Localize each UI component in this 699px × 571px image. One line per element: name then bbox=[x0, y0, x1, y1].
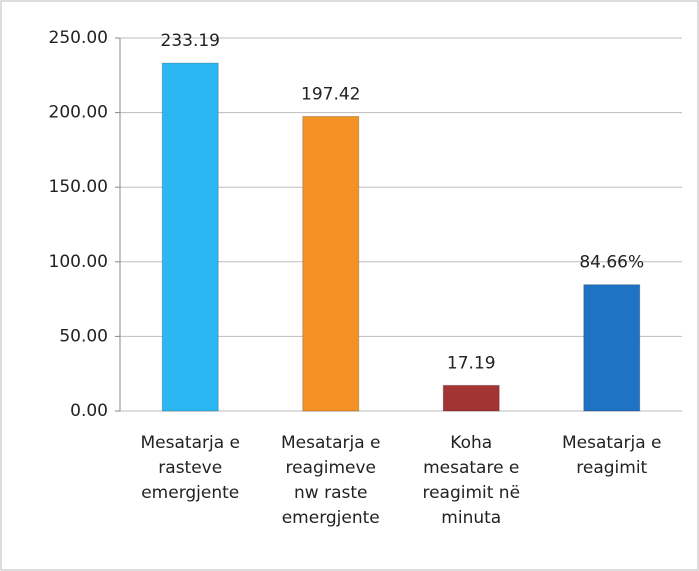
y-tick-label: 200.00 bbox=[49, 103, 108, 123]
data-label: 197.42 bbox=[301, 84, 360, 104]
data-label: 84.66% bbox=[579, 253, 644, 273]
y-tick-label: 100.00 bbox=[49, 252, 108, 272]
bar bbox=[442, 384, 500, 412]
data-label: 17.19 bbox=[447, 353, 496, 373]
y-tick-label: 0.00 bbox=[70, 401, 108, 421]
bar bbox=[302, 115, 360, 412]
x-tick-label: Mesatarja e rasteve emergjente bbox=[140, 433, 240, 503]
x-tick-label: Mesatarja e reagimeve nw raste emergjent… bbox=[281, 433, 381, 528]
y-tick-label: 150.00 bbox=[49, 177, 108, 197]
x-tick-label: Koha mesatare e reagimit në minuta bbox=[422, 433, 521, 528]
data-label: 233.19 bbox=[161, 31, 220, 51]
y-tick-label: 250.00 bbox=[49, 28, 108, 48]
bar bbox=[583, 284, 641, 412]
bar bbox=[161, 62, 219, 412]
y-tick-label: 50.00 bbox=[59, 326, 108, 346]
x-tick-label: Mesatarja e reagimit bbox=[562, 433, 662, 478]
